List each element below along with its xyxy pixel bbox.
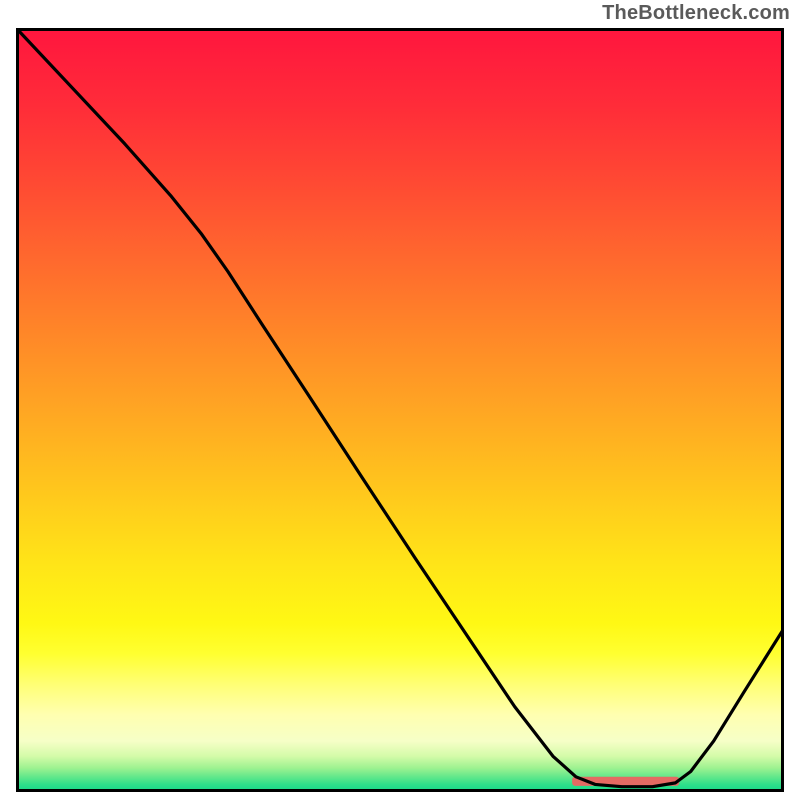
chart-svg [16, 28, 784, 792]
attribution-text: TheBottleneck.com [602, 2, 790, 25]
bottleneck-chart [16, 28, 784, 792]
